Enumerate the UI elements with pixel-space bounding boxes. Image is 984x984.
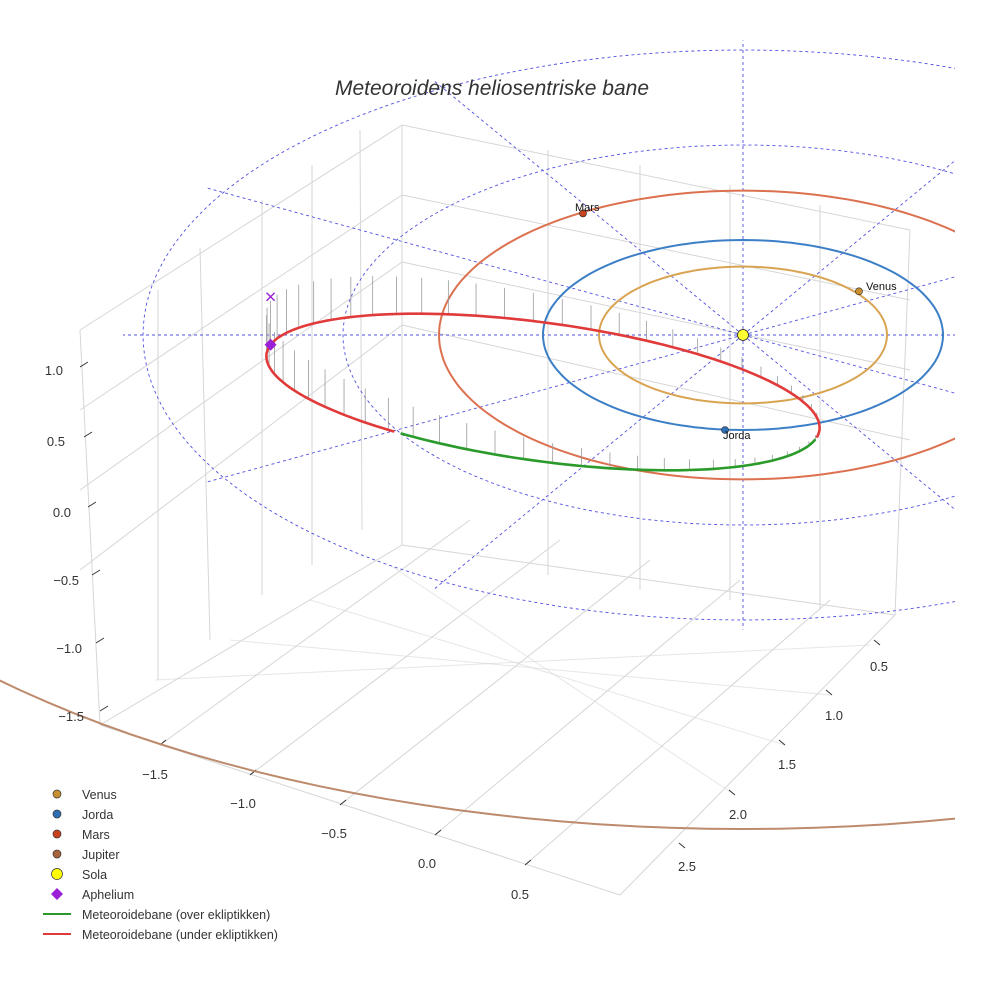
ecliptic-radial [205, 187, 744, 336]
z-tick-label: 0.0 [53, 505, 71, 520]
ecliptic-ring [342, 144, 955, 526]
x-tick-label: 0.0 [418, 856, 436, 871]
y-tick-label: 0.5 [870, 659, 888, 674]
z-tick-label: 0.5 [47, 434, 65, 449]
x-tick-mark [524, 859, 532, 866]
y-tick-label: 2.0 [729, 807, 747, 822]
pane-gridline [894, 229, 911, 616]
ecliptic-radial [742, 334, 955, 394]
ecliptic-radial [742, 334, 955, 511]
ecliptic-radial [742, 276, 955, 336]
z-tick-mark [95, 637, 105, 644]
orbit-venus [597, 265, 889, 405]
ecliptic-grid [123, 40, 955, 630]
planet-orbits [0, 189, 955, 831]
legend-label-jorda: Jorda [82, 808, 113, 822]
legend-marker-jorda [52, 809, 62, 819]
legend-label-aphelium: Aphelium [82, 888, 134, 902]
x-tick-mark [434, 829, 442, 836]
z-tick-mark [99, 705, 109, 712]
chart-title: Meteoroidens heliosentriske bane [335, 77, 649, 100]
floor-gridline [309, 599, 786, 746]
sola-marker [737, 329, 749, 341]
ecliptic-radial [432, 334, 744, 591]
y-tick-label: 1.5 [778, 757, 796, 772]
z-tick-label: 1.0 [45, 363, 63, 378]
orbit-jorda [541, 238, 945, 432]
jorda-marker [721, 426, 729, 434]
orbit-jupiter [0, 679, 955, 831]
floor-gridline [154, 644, 871, 681]
legend-label-mars: Mars [82, 828, 110, 842]
legend-label-jupiter: Jupiter [82, 848, 120, 862]
ecliptic-radial [205, 334, 744, 483]
jorda-label: Jorda [723, 430, 751, 442]
legend-label-under: Meteoroidebane (under ekliptikken) [82, 928, 278, 942]
floor-gridline [339, 559, 651, 806]
y-tick-mark [728, 789, 736, 796]
pane-edge [99, 544, 403, 726]
pane-gridline [401, 124, 911, 231]
legend: Venus Jorda Mars Jupiter Sola Aphelium M… [43, 788, 278, 942]
z-tick-mark [83, 431, 93, 438]
floor-gridline [249, 539, 561, 776]
z-tick-mark [91, 569, 101, 576]
x-tick-label: −1.0 [230, 796, 256, 811]
legend-marker-aphelium [51, 888, 63, 900]
legend-marker-venus [52, 789, 62, 799]
floor-gridline [389, 564, 736, 796]
ecliptic-radial [432, 79, 744, 336]
mars-label: Mars [575, 202, 600, 214]
pane-gridline [79, 194, 403, 411]
pane-gridline [199, 247, 211, 641]
z-tick-mark [79, 361, 89, 368]
pane-gridline [79, 124, 403, 331]
mars-marker [579, 209, 587, 218]
pane-gridline [79, 261, 403, 491]
meteoroid-orbit [265, 312, 821, 472]
z-tick-mark [87, 501, 97, 508]
legend-marker-sola [51, 868, 63, 880]
axis-ticks: 1.0 0.5 0.0 −0.5 −1.0 −1.5 −1.5 −1.0 −0.… [45, 363, 888, 902]
z-tick-label: −1.0 [56, 641, 82, 656]
legend-marker-jupiter [52, 849, 62, 859]
venus-marker [855, 287, 863, 296]
x-tick-label: −1.5 [142, 767, 168, 782]
y-tick-label: 1.0 [825, 708, 843, 723]
z-tick-label: −1.5 [58, 709, 84, 724]
y-tick-mark [678, 842, 686, 849]
pane-gridline [79, 329, 101, 726]
pane-gridline [401, 194, 911, 301]
pane-gridline [401, 261, 911, 371]
z-tick-label: −0.5 [53, 573, 79, 588]
aphelium-projection-marker [266, 292, 276, 302]
legend-marker-mars [52, 829, 62, 839]
y-tick-mark [873, 639, 881, 646]
orbit-mars [437, 189, 955, 481]
meteoroid-orbit-below [265, 312, 821, 439]
meteoroid-orbit-above [400, 432, 817, 472]
x-tick-label: 0.5 [511, 887, 529, 902]
y-tick-mark [778, 739, 786, 746]
venus-label: Venus [866, 281, 897, 293]
aphelium-marker [264, 338, 277, 351]
pane-gridline [359, 129, 363, 531]
floor-gridline [524, 599, 831, 866]
legend-label-sola: Sola [82, 868, 107, 882]
floor-gridline [159, 519, 471, 746]
markers [264, 209, 863, 434]
ecliptic-radial [742, 159, 955, 336]
legend-label-venus: Venus [82, 788, 117, 802]
legend-label-over: Meteoroidebane (over ekliptikken) [82, 908, 270, 922]
y-tick-mark [825, 689, 833, 696]
pane-gridline [401, 544, 896, 616]
axis-panes [79, 124, 911, 896]
x-tick-mark [339, 799, 347, 806]
floor-gridline [434, 579, 741, 836]
pane-edge [619, 614, 896, 896]
pane-gridline [79, 324, 403, 571]
x-tick-label: −0.5 [321, 826, 347, 841]
y-tick-label: 2.5 [678, 859, 696, 874]
